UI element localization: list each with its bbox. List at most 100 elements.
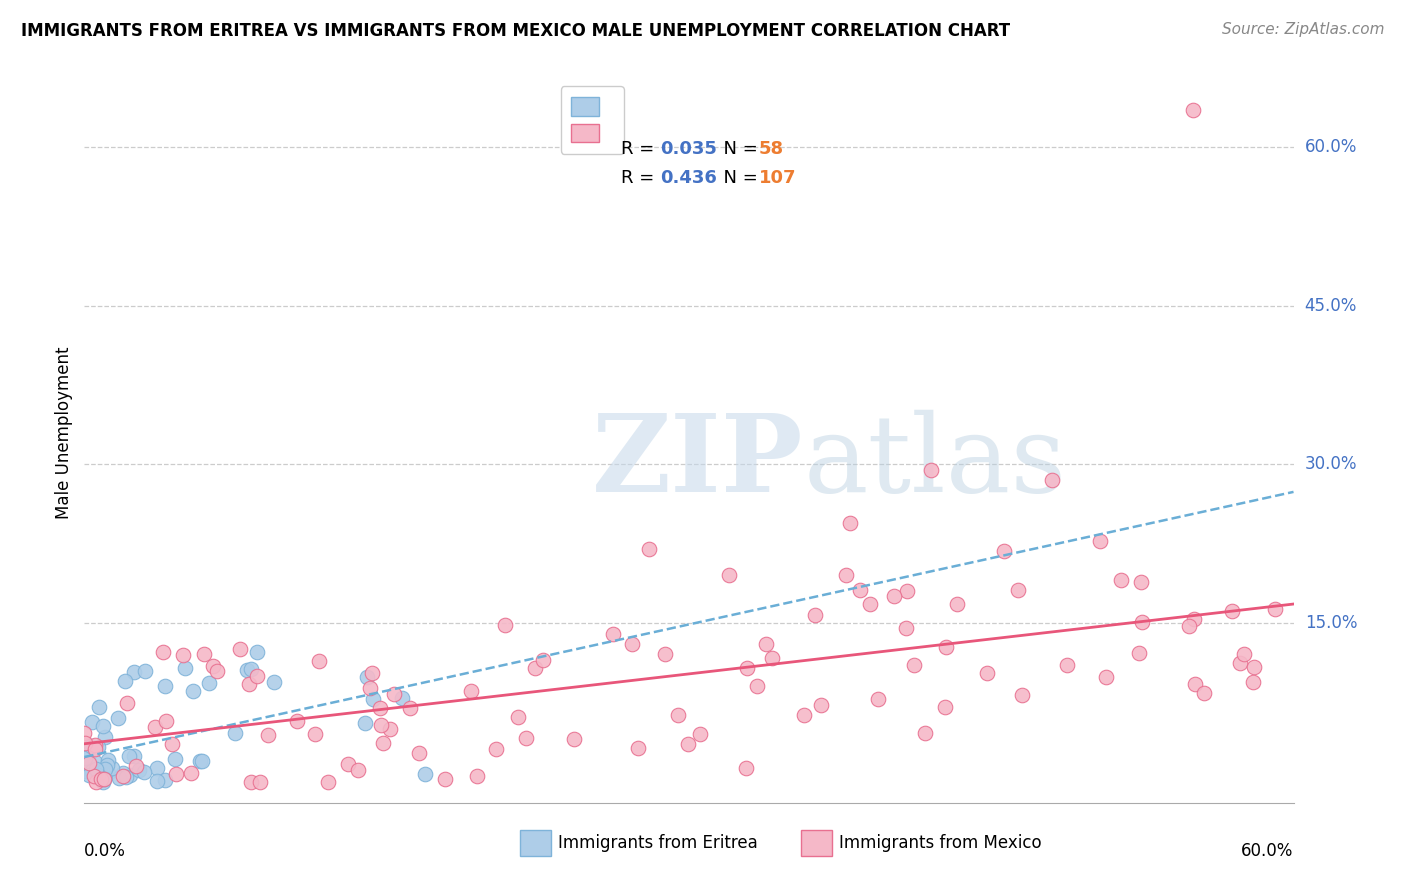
Point bbox=[205, 664, 228, 678]
Point bbox=[761, 650, 783, 665]
Point bbox=[82, 715, 104, 730]
Point bbox=[101, 760, 124, 774]
Point bbox=[408, 746, 430, 760]
Point bbox=[1011, 688, 1033, 702]
Point bbox=[896, 584, 918, 599]
Text: 107: 107 bbox=[759, 169, 796, 187]
Point bbox=[240, 662, 263, 676]
Point bbox=[91, 774, 114, 789]
Text: 58: 58 bbox=[759, 140, 783, 158]
Point bbox=[1040, 473, 1063, 487]
Point bbox=[229, 642, 252, 657]
Point bbox=[839, 516, 862, 530]
Point bbox=[90, 763, 112, 777]
Point bbox=[1233, 647, 1256, 661]
Point bbox=[835, 568, 858, 582]
Point bbox=[434, 772, 457, 787]
Point bbox=[83, 738, 105, 752]
Point bbox=[146, 760, 169, 774]
Legend: , : , bbox=[561, 87, 624, 153]
Point bbox=[718, 568, 741, 582]
Point bbox=[97, 765, 120, 780]
Point bbox=[602, 627, 624, 641]
Point bbox=[316, 774, 339, 789]
Point bbox=[1229, 656, 1251, 670]
Point bbox=[1184, 677, 1206, 691]
Point bbox=[146, 773, 169, 788]
Point bbox=[77, 767, 100, 781]
Point bbox=[122, 665, 145, 679]
Text: 30.0%: 30.0% bbox=[1305, 455, 1357, 474]
Point bbox=[1130, 615, 1153, 630]
Point bbox=[111, 769, 134, 783]
Point bbox=[1177, 619, 1199, 633]
Point bbox=[360, 665, 382, 680]
Point bbox=[935, 640, 957, 655]
Point bbox=[87, 739, 110, 754]
Point bbox=[524, 661, 547, 675]
Point bbox=[122, 748, 145, 763]
Point bbox=[202, 658, 225, 673]
Point bbox=[183, 684, 205, 698]
Point bbox=[240, 774, 263, 789]
Point bbox=[637, 541, 659, 556]
Point bbox=[494, 618, 516, 632]
Point bbox=[236, 663, 259, 677]
Point bbox=[391, 691, 413, 706]
Point bbox=[263, 674, 285, 689]
Point bbox=[354, 715, 377, 730]
Point bbox=[1243, 660, 1265, 674]
Point bbox=[356, 670, 378, 684]
Point bbox=[246, 669, 269, 683]
Point bbox=[93, 772, 115, 786]
Point bbox=[76, 750, 98, 764]
Text: N =: N = bbox=[713, 140, 763, 158]
Point bbox=[734, 760, 756, 774]
Point bbox=[165, 767, 187, 781]
Point bbox=[849, 583, 872, 598]
Point bbox=[1192, 686, 1215, 700]
Point bbox=[1181, 103, 1204, 117]
Point bbox=[155, 772, 177, 787]
Point bbox=[666, 707, 689, 722]
Point bbox=[193, 647, 215, 661]
Point bbox=[97, 753, 120, 767]
Point bbox=[84, 762, 107, 776]
Point bbox=[87, 700, 110, 714]
Point bbox=[1182, 612, 1205, 626]
Point bbox=[198, 676, 221, 690]
Point bbox=[172, 648, 194, 662]
Point bbox=[257, 728, 280, 742]
Point bbox=[347, 763, 370, 777]
Point bbox=[128, 763, 150, 777]
Point bbox=[162, 737, 184, 751]
Text: Immigrants from Mexico: Immigrants from Mexico bbox=[839, 834, 1042, 852]
Text: Source: ZipAtlas.com: Source: ZipAtlas.com bbox=[1222, 22, 1385, 37]
Point bbox=[80, 764, 103, 779]
Point bbox=[90, 772, 112, 787]
Point bbox=[163, 752, 186, 766]
Point bbox=[621, 637, 644, 651]
Point bbox=[191, 755, 214, 769]
Point bbox=[114, 674, 136, 689]
Text: ZIP: ZIP bbox=[592, 409, 804, 516]
Point bbox=[117, 748, 139, 763]
Point bbox=[143, 720, 166, 734]
Text: N =: N = bbox=[713, 169, 763, 187]
Text: 60.0%: 60.0% bbox=[1305, 138, 1357, 156]
Point bbox=[83, 769, 105, 783]
Point bbox=[747, 679, 769, 693]
Point bbox=[465, 769, 488, 783]
Point bbox=[84, 774, 107, 789]
Point bbox=[868, 691, 890, 706]
Point bbox=[460, 684, 482, 698]
Point bbox=[153, 680, 176, 694]
Text: 0.0%: 0.0% bbox=[84, 842, 127, 860]
Point bbox=[112, 766, 135, 780]
Point bbox=[1241, 675, 1264, 690]
Point bbox=[370, 718, 392, 732]
Point bbox=[485, 742, 508, 756]
Point bbox=[180, 766, 202, 780]
Point bbox=[896, 621, 918, 635]
Point bbox=[1007, 582, 1029, 597]
